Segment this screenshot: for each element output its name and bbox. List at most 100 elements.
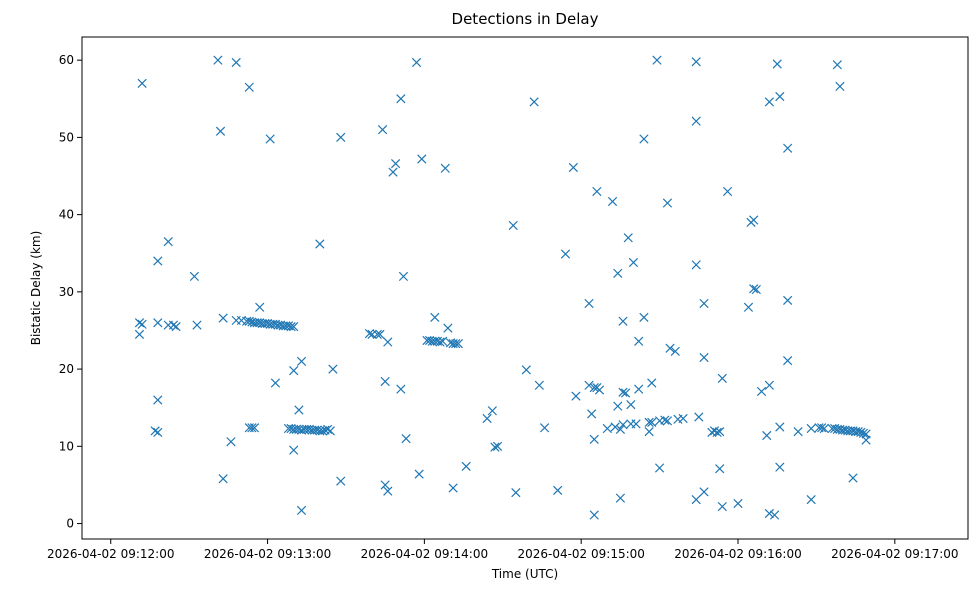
data-point	[626, 399, 636, 410]
data-point	[783, 355, 793, 366]
data-point	[817, 423, 827, 433]
data-point	[189, 271, 200, 282]
data-point	[296, 505, 307, 516]
data-point	[751, 284, 761, 295]
data-point	[383, 337, 393, 347]
x-tick-label: 2026-04-02 09:15:00	[517, 547, 644, 561]
data-point	[336, 132, 346, 143]
data-point	[662, 198, 673, 208]
data-point	[717, 501, 727, 512]
data-point	[806, 494, 816, 505]
data-point	[247, 423, 257, 433]
data-point	[613, 268, 623, 278]
data-point	[775, 462, 785, 472]
data-point	[571, 391, 581, 401]
data-point	[487, 406, 497, 416]
data-point	[492, 441, 503, 451]
data-point	[644, 427, 654, 437]
data-point	[490, 442, 500, 452]
data-point	[615, 424, 626, 434]
data-point	[289, 321, 299, 332]
data-point	[756, 386, 767, 397]
data-point	[568, 162, 578, 173]
data-point	[620, 388, 631, 398]
data-point	[607, 196, 618, 207]
y-tick-label: 50	[59, 130, 74, 144]
data-point	[414, 469, 424, 479]
x-axis-label: Time (UTC)	[491, 567, 558, 581]
data-point	[775, 422, 785, 432]
data-point	[296, 356, 307, 366]
data-point	[819, 423, 829, 434]
data-point	[192, 320, 202, 330]
data-point	[715, 464, 725, 474]
data-point	[294, 405, 304, 415]
data-point	[364, 328, 375, 339]
data-point	[594, 385, 605, 395]
data-point	[435, 337, 445, 347]
data-point	[375, 329, 385, 339]
y-axis-label: Bistatic Delay (km)	[29, 231, 43, 346]
data-point	[430, 312, 440, 322]
y-tick-label: 60	[59, 53, 74, 67]
data-point	[678, 413, 688, 424]
data-point	[699, 487, 709, 497]
data-point	[411, 57, 422, 68]
data-point	[858, 428, 869, 438]
data-point	[613, 401, 623, 411]
data-point	[137, 319, 147, 329]
data-point	[717, 373, 727, 383]
data-point	[443, 323, 453, 333]
data-point	[623, 233, 633, 243]
data-point	[380, 480, 390, 490]
data-point	[317, 426, 328, 436]
data-point	[634, 336, 644, 346]
data-point	[634, 384, 644, 394]
x-tick-label: 2026-04-02 09:13:00	[204, 547, 331, 561]
data-point	[215, 126, 226, 136]
data-point	[775, 91, 785, 102]
data-point	[853, 427, 863, 437]
data-point	[325, 426, 335, 436]
data-points	[134, 55, 871, 520]
x-tick-label: 2026-04-02 09:17:00	[831, 547, 958, 561]
y-tick-label: 10	[59, 439, 74, 453]
data-point	[448, 483, 458, 493]
y-tick-label: 20	[59, 362, 74, 376]
data-point	[461, 461, 471, 472]
data-point	[615, 493, 626, 503]
data-point	[861, 435, 871, 445]
chart-title: Detections in Delay	[452, 10, 599, 28]
data-point	[249, 423, 260, 433]
data-point	[417, 154, 427, 164]
data-point	[244, 82, 254, 92]
data-point	[289, 366, 299, 376]
y-tick-label: 0	[66, 517, 74, 531]
x-tick-label: 2026-04-02 09:14:00	[361, 547, 488, 561]
data-point	[226, 437, 236, 447]
data-point	[654, 463, 665, 473]
data-point	[712, 427, 722, 438]
data-point	[539, 423, 550, 433]
data-point	[553, 485, 563, 495]
data-point	[691, 116, 701, 126]
data-point	[584, 380, 594, 390]
data-point	[762, 430, 772, 441]
data-point	[168, 320, 179, 330]
data-point	[793, 427, 803, 437]
data-point	[391, 159, 401, 169]
data-point	[691, 57, 701, 67]
data-point	[610, 422, 620, 432]
data-point	[153, 395, 163, 405]
data-point	[265, 134, 275, 144]
data-point	[171, 321, 181, 332]
data-point	[255, 302, 265, 312]
data-point	[529, 97, 539, 107]
data-point	[835, 81, 845, 92]
data-point	[691, 494, 701, 505]
data-point	[231, 57, 241, 68]
data-point	[213, 55, 223, 65]
data-point	[764, 97, 774, 107]
x-axis-ticks: 2026-04-02 09:12:00 2026-04-02 09:13:00 20…	[47, 539, 959, 561]
data-point	[662, 416, 673, 426]
